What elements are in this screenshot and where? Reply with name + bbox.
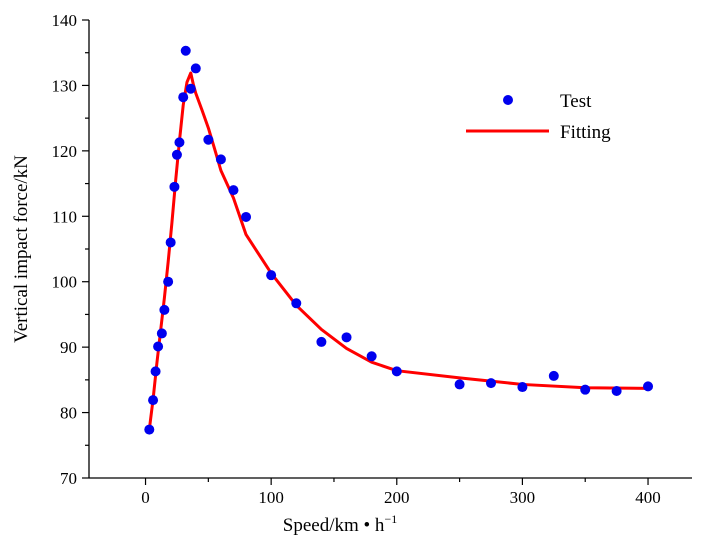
y-tick-label: 140 [52,11,78,30]
test-point [486,378,496,389]
legend-label-test: Test [560,91,592,112]
x-tick-label: 0 [141,488,150,507]
plot-area [144,45,654,435]
fitting-line [147,71,649,430]
y-axis-ticks: 70 80 90 100 110 120 130 140 [52,11,89,488]
test-point [163,276,174,287]
test-point [165,237,176,248]
y-tick-label: 90 [60,338,77,357]
y-tick-label: 80 [60,404,77,423]
test-point [150,366,161,377]
test-point [228,185,239,196]
test-point [517,382,528,393]
legend-label-fitting: Fitting [560,122,611,143]
test-point [266,270,277,281]
axes [88,20,692,479]
test-point [171,149,182,160]
y-tick-label: 130 [52,76,78,95]
test-point [144,424,155,435]
test-point [153,341,164,352]
test-point [190,63,201,74]
x-tick-label: 300 [510,488,536,507]
x-axis-label-superscript: −1 [384,512,397,526]
x-axis-label: Speed/km • h−1 [283,512,397,536]
legend-marker-test [503,95,513,105]
test-point [203,134,214,145]
test-point [169,181,180,192]
y-tick-label: 110 [52,207,77,226]
y-tick-label: 70 [60,469,77,488]
test-point [366,351,377,362]
test-point [241,211,252,222]
test-point [611,385,622,396]
test-point [148,395,159,406]
test-point [548,370,559,381]
x-axis-label-text: Speed/km • h [283,515,385,536]
test-point [391,366,402,377]
test-point [580,384,591,395]
test-point [185,83,196,94]
test-point [454,379,465,390]
test-point [159,304,170,315]
test-point [643,381,654,392]
x-tick-label: 100 [258,488,284,507]
test-point [178,92,189,103]
y-tick-label: 100 [52,273,78,292]
test-point [316,336,327,347]
y-tick-label: 120 [52,142,78,161]
test-point [291,298,302,309]
y-axis-label: Vertical impact force/kN [11,155,32,343]
test-point [180,45,191,56]
test-point [341,332,352,343]
test-point [156,328,167,339]
x-tick-label: 200 [384,488,410,507]
x-tick-label: 400 [635,488,661,507]
test-point [174,137,185,148]
legend: Test Fitting [466,91,611,143]
test-point [215,154,226,165]
x-axis-ticks: 0 100 200 300 400 [141,478,661,507]
